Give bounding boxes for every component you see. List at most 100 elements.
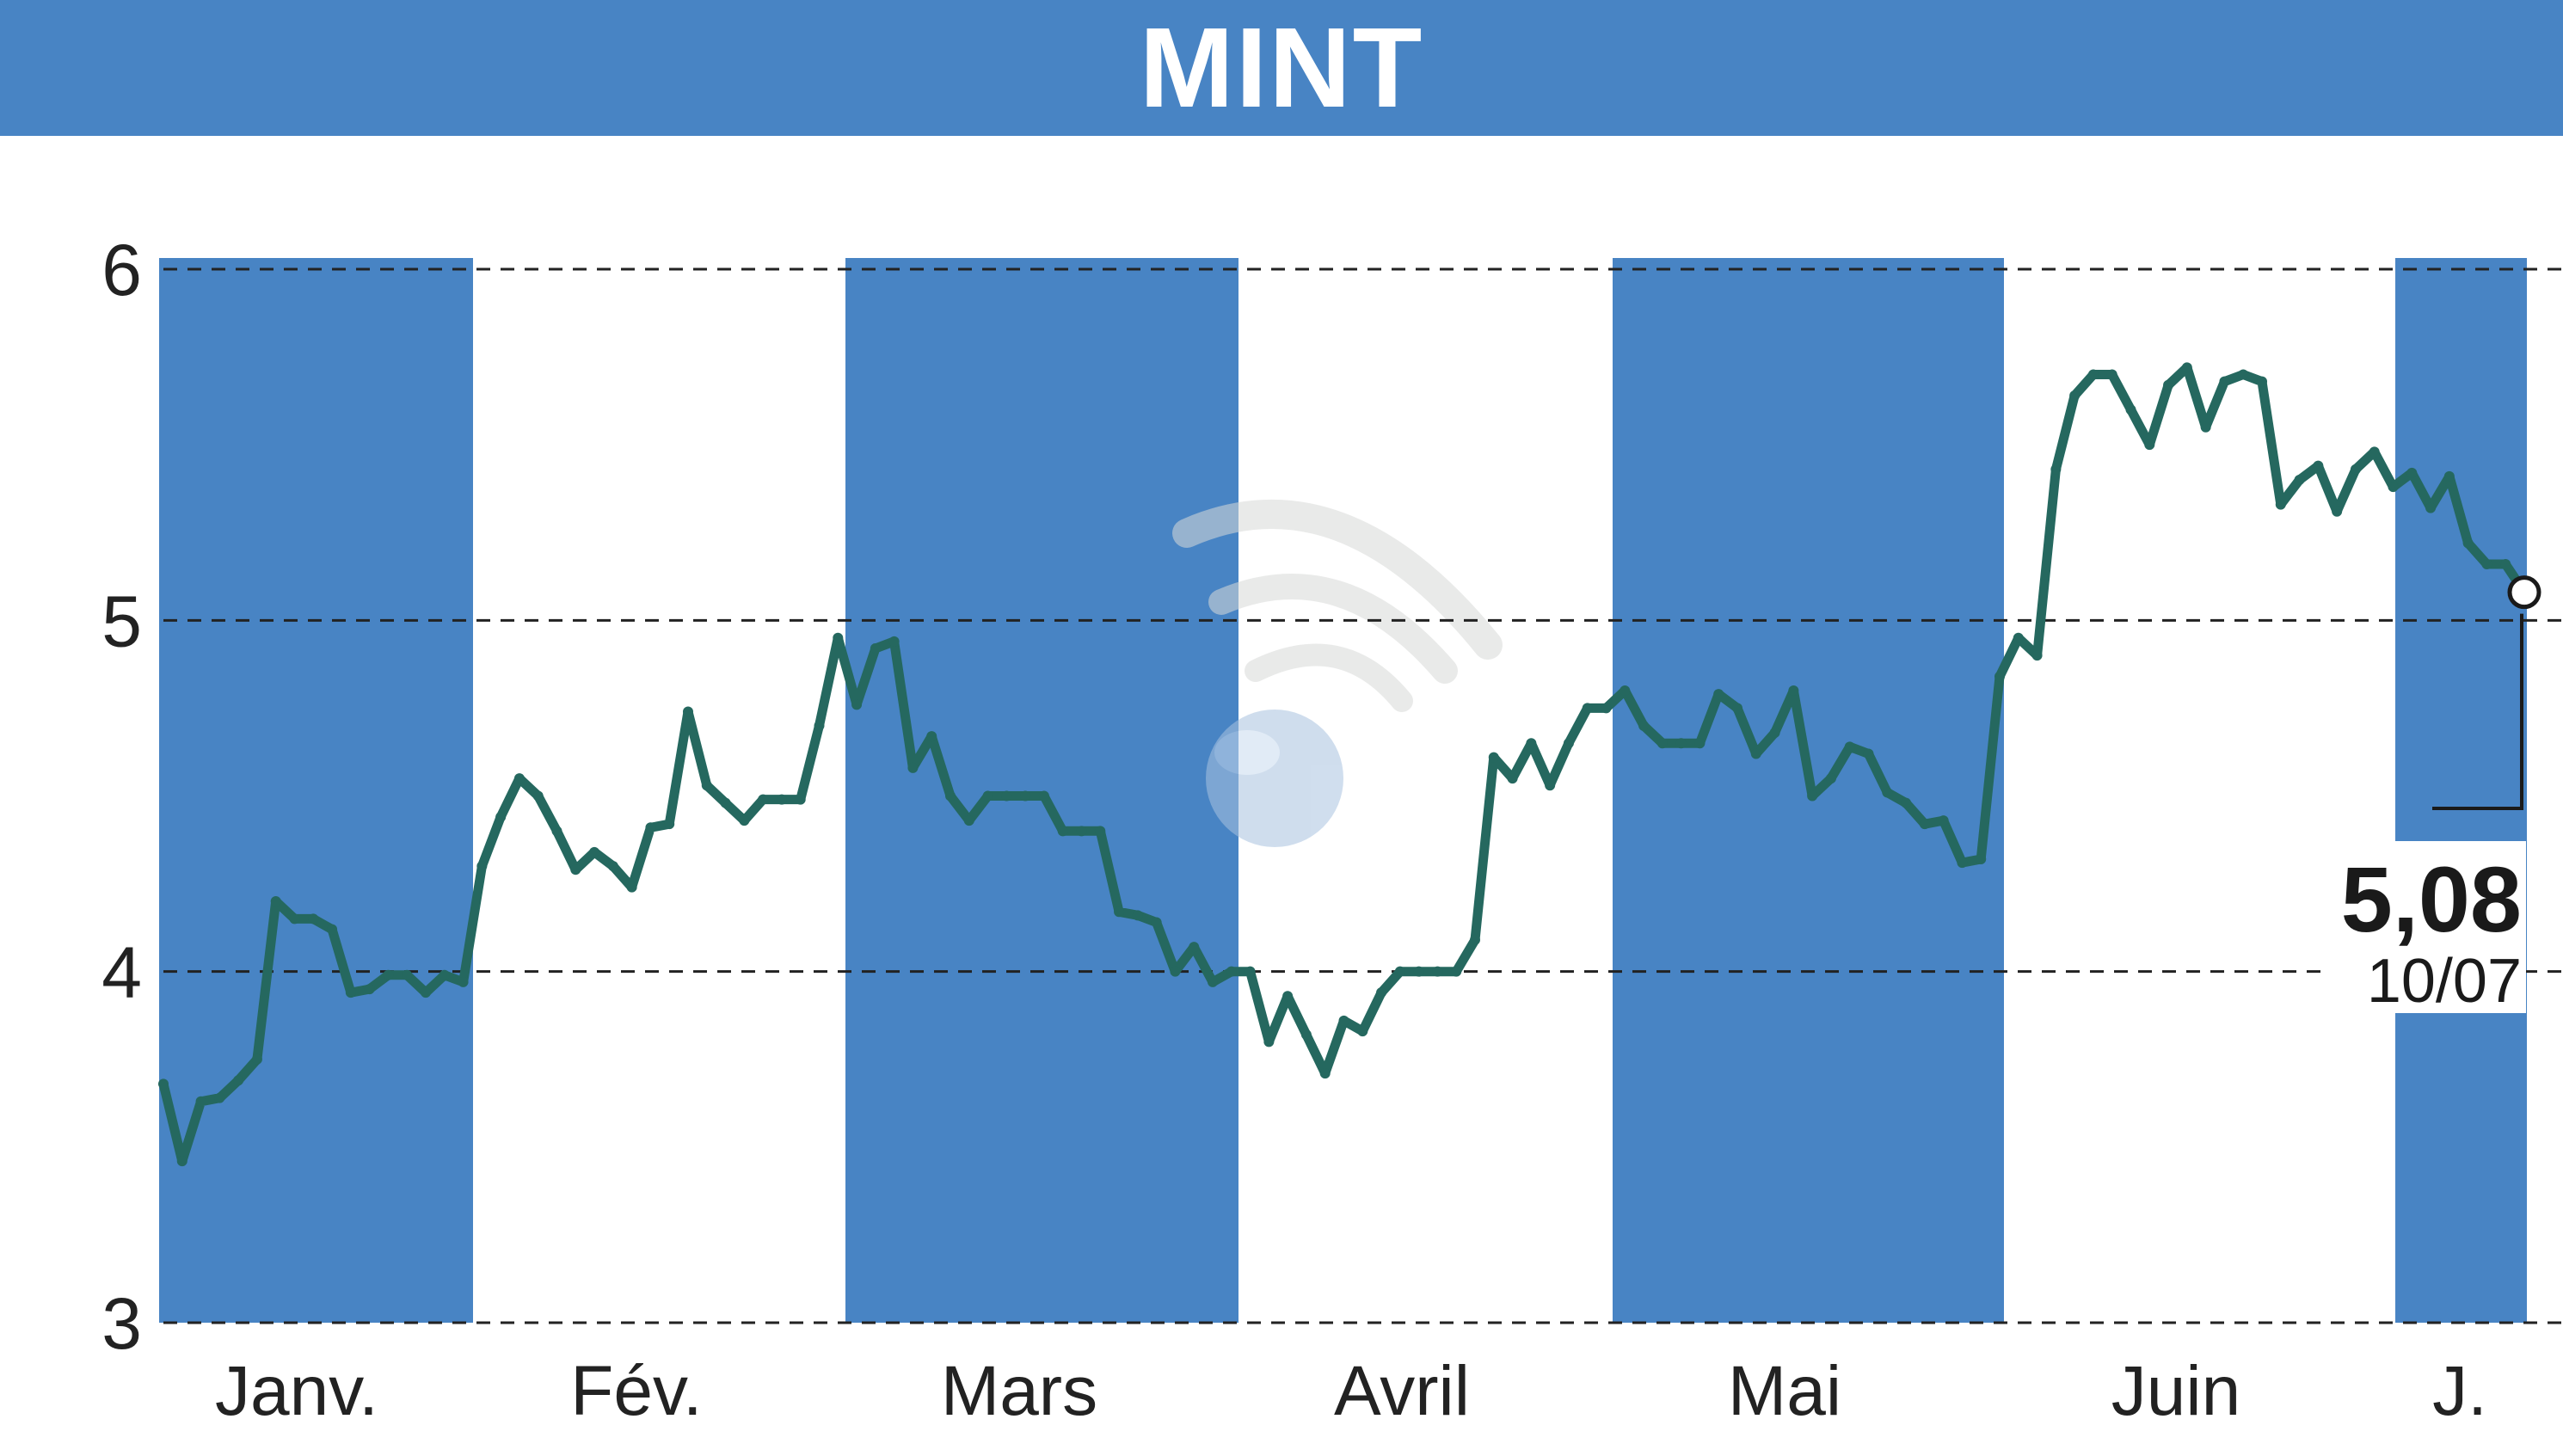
price-point <box>851 699 863 710</box>
price-point <box>1376 987 1387 998</box>
price-point <box>1863 748 1874 759</box>
price-point <box>1338 1015 1349 1026</box>
price-point <box>1825 773 1836 784</box>
price-point <box>1208 976 1218 987</box>
price-point <box>645 822 656 833</box>
price-point <box>289 913 300 925</box>
price-line <box>158 362 2529 1166</box>
price-point <box>1394 966 1405 977</box>
price-point <box>2181 362 2192 373</box>
price-points <box>158 362 2529 1167</box>
price-point <box>1582 703 1593 714</box>
price-point <box>270 896 281 906</box>
price-point <box>158 1078 169 1090</box>
price-point <box>421 987 431 998</box>
price-point <box>1601 703 1612 714</box>
price-point <box>1656 738 1668 749</box>
last-value-label: 5,08 <box>2341 847 2522 951</box>
price-point <box>1432 966 1443 977</box>
price-point <box>2050 464 2062 475</box>
price-point <box>2163 379 2174 390</box>
price-point <box>1694 738 1706 749</box>
price-point <box>1319 1068 1331 1079</box>
price-point <box>195 1096 206 1107</box>
y-tick-label: 3 <box>101 1283 142 1364</box>
price-point <box>251 1054 262 1065</box>
price-point <box>1675 738 1687 749</box>
last-value-bracket <box>2432 613 2523 810</box>
price-point <box>982 790 993 802</box>
price-point <box>1638 720 1650 731</box>
price-point <box>1282 991 1294 1002</box>
last-value-label-bg <box>2326 841 2526 1013</box>
price-point <box>1901 797 1912 808</box>
price-point <box>963 815 974 826</box>
price-point <box>1263 1036 1275 1047</box>
price-point <box>1994 671 2005 682</box>
price-point <box>607 861 618 872</box>
price-point <box>1170 966 1181 977</box>
price-point <box>1245 966 1256 977</box>
price-point <box>2219 376 2230 387</box>
price-point <box>1507 773 1518 784</box>
y-axis-ticks: 6 5 4 3 <box>101 230 142 1364</box>
price-point <box>2388 482 2399 493</box>
last-date-label: 10/07 <box>2367 947 2522 1016</box>
price-point <box>1563 738 1574 749</box>
price-point <box>1957 857 1968 869</box>
price-point <box>1076 826 1087 837</box>
price-point <box>1844 741 1855 753</box>
price-point <box>1226 966 1237 977</box>
price-point <box>2481 559 2492 569</box>
y-tick-label: 6 <box>101 230 142 310</box>
price-point <box>907 762 919 773</box>
price-point <box>2013 632 2024 643</box>
price-point <box>2200 421 2211 433</box>
price-point <box>1038 790 1049 802</box>
price-point <box>1451 966 1462 977</box>
price-point <box>1732 703 1742 714</box>
price-point <box>776 794 787 805</box>
price-point <box>664 819 675 830</box>
price-point <box>2106 369 2117 380</box>
price-point <box>1357 1026 1368 1037</box>
price-point <box>1788 685 1799 696</box>
watermark-logo <box>1172 499 1503 847</box>
price-point <box>1020 790 1031 802</box>
price-point <box>2144 439 2155 451</box>
price-point <box>2031 650 2043 661</box>
x-axis-ticks: Janv. Fév. Mars Avril Mai Juin J. <box>215 1352 2487 1430</box>
price-point <box>2238 369 2249 380</box>
price-point <box>2443 470 2455 482</box>
price-point <box>683 706 693 717</box>
price-point <box>1938 815 1949 826</box>
price-point <box>945 790 956 802</box>
price-point <box>626 882 637 893</box>
price-point <box>383 969 394 980</box>
price-point <box>1095 826 1106 837</box>
price-point <box>1919 819 1930 830</box>
price-point <box>1545 780 1556 791</box>
price-point <box>345 987 356 998</box>
x-tick-label: Mars <box>941 1352 1097 1430</box>
title-banner: MINT <box>0 0 2563 136</box>
price-point <box>2313 460 2324 471</box>
price-point <box>1976 854 1987 864</box>
price-point <box>513 773 525 784</box>
price-point <box>1001 790 1012 802</box>
last-point-marker <box>2507 575 2541 610</box>
price-point <box>589 846 600 857</box>
price-point <box>1057 826 1068 837</box>
price-point <box>1488 752 1499 763</box>
month-band <box>159 258 473 1323</box>
price-point <box>1132 910 1143 921</box>
price-point <box>2257 376 2267 387</box>
price-point <box>2294 475 2305 485</box>
price-point <box>1189 942 1200 953</box>
price-point <box>1413 966 1424 977</box>
last-value-callout: 5,08 10/07 <box>2326 575 2541 1016</box>
price-point <box>2406 467 2418 478</box>
x-tick-label: Juin <box>2111 1352 2240 1430</box>
x-tick-label: Fév. <box>570 1352 702 1430</box>
